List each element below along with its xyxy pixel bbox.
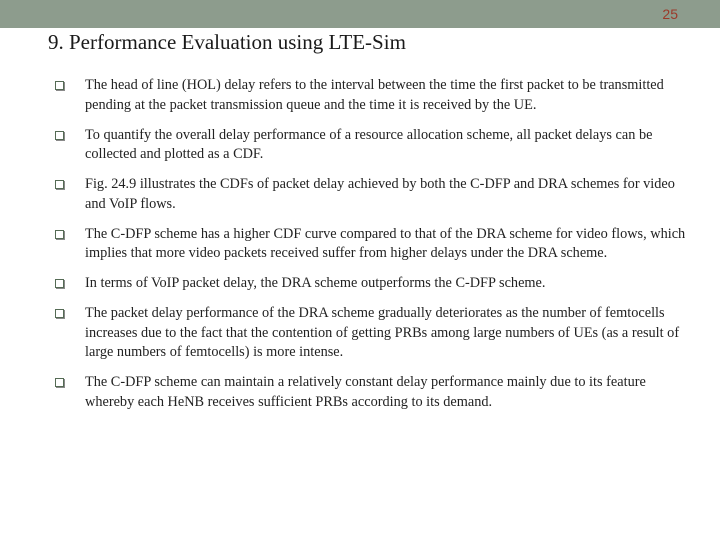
bullet-list: The head of line (HOL) delay refers to t… — [52, 76, 692, 423]
bullet: Fig. 24.9 illustrates the CDFs of packet… — [52, 175, 692, 214]
bullet-text: The packet delay performance of the DRA … — [85, 305, 680, 360]
bullet-icon — [55, 130, 64, 140]
bullet: The C-DFP scheme has a higher CDF curve … — [52, 225, 692, 264]
bullet-icon — [55, 309, 64, 318]
bullet-text: The C-DFP scheme can maintain a relative… — [85, 374, 646, 410]
bullet: The head of line (HOL) delay refers to t… — [52, 76, 692, 115]
bullet-icon — [55, 180, 64, 189]
page-number: 25 — [662, 6, 678, 22]
bullet-icon — [55, 229, 64, 239]
bullet: To quantify the overall delay performanc… — [52, 126, 692, 165]
bullet-text: The C-DFP scheme has a higher CDF curve … — [85, 225, 686, 262]
bullet-text: The head of line (HOL) delay refers to t… — [85, 77, 664, 113]
slide-title: 9. Performance Evaluation using LTE-Sim — [48, 30, 406, 54]
bullet-icon — [55, 378, 64, 387]
bullet-text: To quantify the overall delay performanc… — [85, 126, 653, 163]
bullet-icon — [55, 81, 64, 90]
bullet: The C-DFP scheme can maintain a relative… — [52, 373, 692, 412]
bullet-text: Fig. 24.9 illustrates the CDFs of packet… — [85, 176, 675, 212]
bullet-icon — [55, 279, 64, 288]
bullet: In terms of VoIP packet delay, the DRA s… — [52, 274, 692, 294]
bullet: The packet delay performance of the DRA … — [52, 304, 692, 363]
bullet-text: In terms of VoIP packet delay, the DRA s… — [85, 275, 546, 291]
header-bar — [0, 0, 720, 28]
